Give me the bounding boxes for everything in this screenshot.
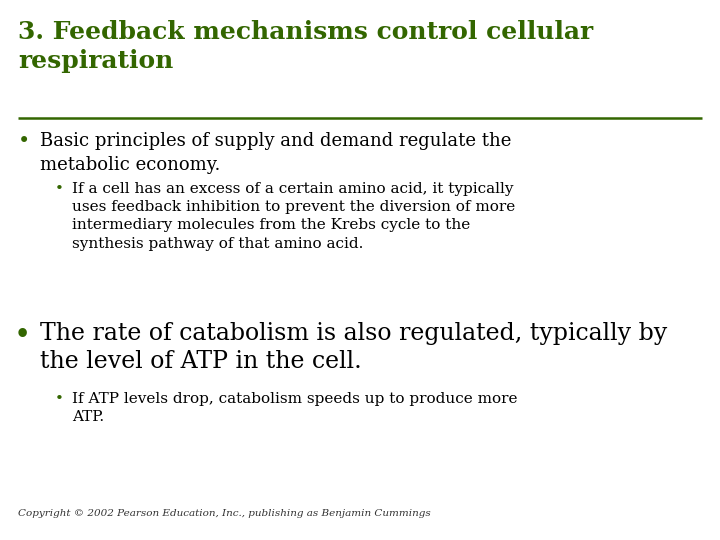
Text: •: • <box>55 182 64 196</box>
Text: Copyright © 2002 Pearson Education, Inc., publishing as Benjamin Cummings: Copyright © 2002 Pearson Education, Inc.… <box>18 509 431 518</box>
Text: If a cell has an excess of a certain amino acid, it typically
uses feedback inhi: If a cell has an excess of a certain ami… <box>72 182 516 251</box>
Text: If ATP levels drop, catabolism speeds up to produce more
ATP.: If ATP levels drop, catabolism speeds up… <box>72 392 518 424</box>
Text: •: • <box>55 392 64 406</box>
Text: •: • <box>14 322 31 350</box>
Text: Basic principles of supply and demand regulate the
metabolic economy.: Basic principles of supply and demand re… <box>40 132 511 173</box>
Text: •: • <box>18 132 30 151</box>
Text: The rate of catabolism is also regulated, typically by
the level of ATP in the c: The rate of catabolism is also regulated… <box>40 322 667 373</box>
Text: 3. Feedback mechanisms control cellular
respiration: 3. Feedback mechanisms control cellular … <box>18 20 593 73</box>
